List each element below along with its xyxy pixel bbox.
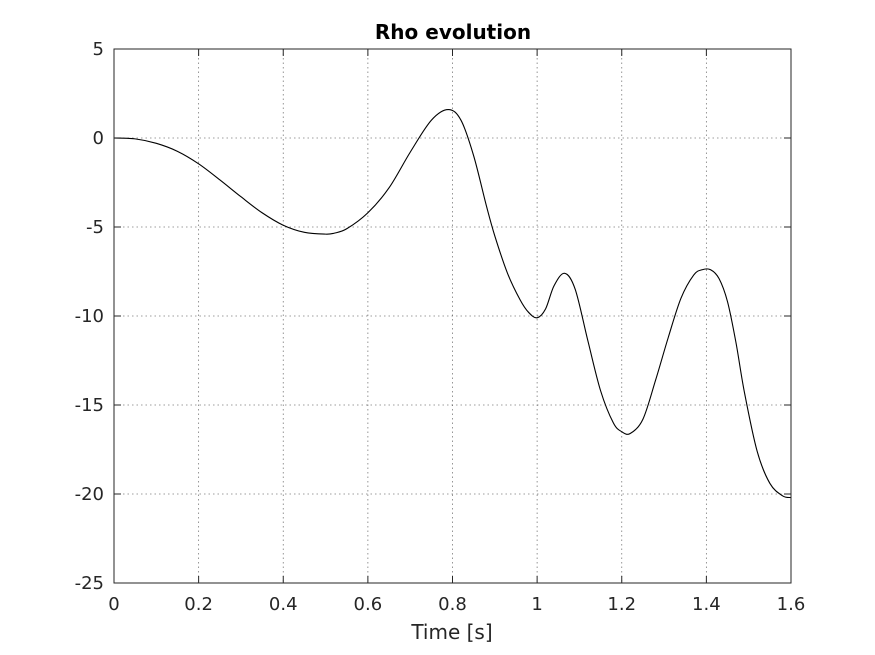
tick-labels: 0 0.2 0.4 0.6 0.8 1 1.2 1.4 1.6 5 0 -5 -10 -15 -20 -25 [75,39,806,615]
y-tick-label: -20 [75,484,104,505]
grid-lines [113,48,792,584]
x-tick-label: 1.6 [777,594,806,615]
x-tick-label: 0 [108,594,119,615]
x-axis-label: Time [s] [410,620,492,644]
x-tick-label: 1 [531,594,542,615]
y-tick-label: -10 [75,306,104,327]
y-tick-label: -15 [75,395,104,416]
y-tick-label: -25 [75,573,104,594]
rho-series-line [113,108,792,499]
x-tick-label: 0.2 [184,594,213,615]
x-tick-label: 0.8 [438,594,467,615]
x-tick-label: 0.6 [354,594,383,615]
y-tick-label: 5 [93,39,104,60]
data-series [113,108,792,499]
x-tick-label: 0.4 [269,594,298,615]
y-tick-label: -5 [86,217,104,238]
chart-title: Rho evolution [375,20,531,44]
x-tick-label: 1.2 [607,594,636,615]
plot-frame [113,48,792,584]
x-tick-label: 1.4 [692,594,721,615]
y-tick-label: 0 [93,128,104,149]
